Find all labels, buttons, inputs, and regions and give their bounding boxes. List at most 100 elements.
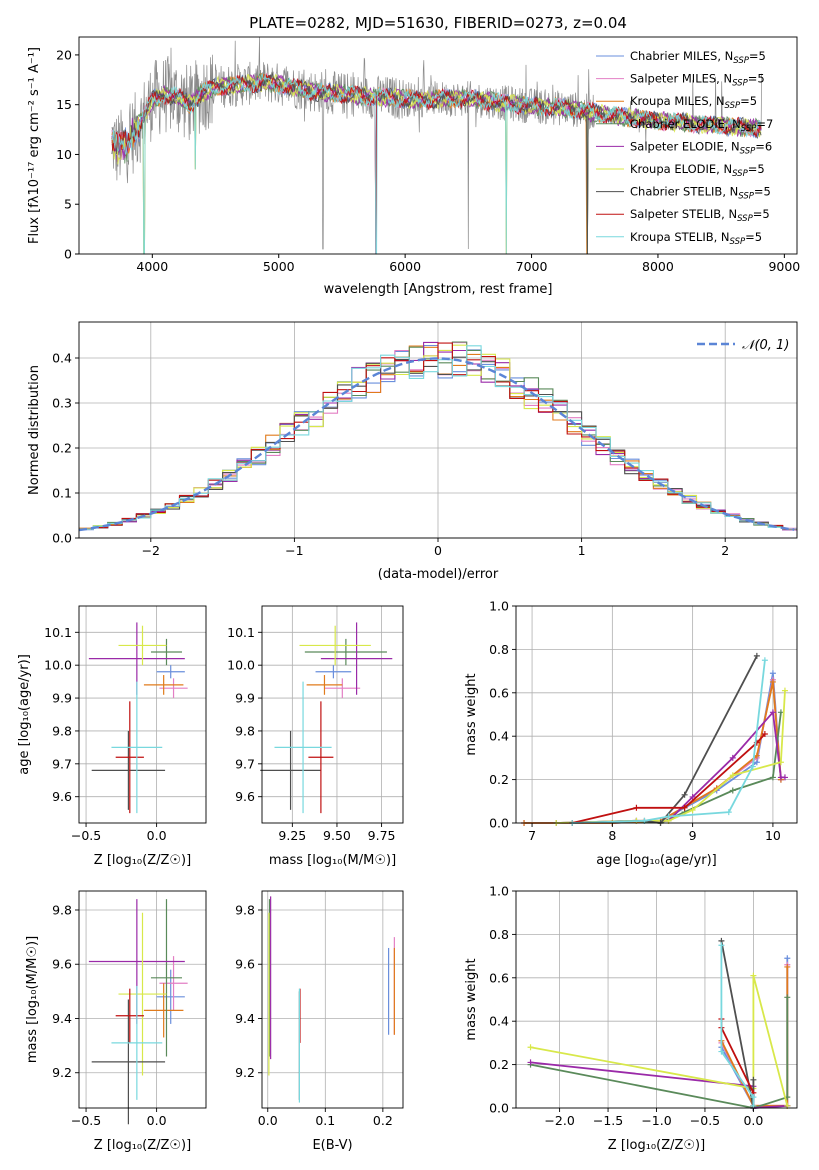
y-tick-label: 10.1 [44,625,72,640]
y-axis-label: mass weight [464,958,479,1040]
weight-line [720,945,755,1106]
x-tick-label: 0 [434,543,442,558]
x-tick-label: 5000 [263,259,295,274]
y-tick-label: 10.1 [227,625,255,640]
y-tick-label: 20 [56,47,72,62]
x-tick-label: 9 [689,828,697,843]
x-tick-label: 8 [608,828,616,843]
x-tick-label: 9.75 [368,828,396,843]
histogram-step [79,342,797,530]
y-tick-label: 10.0 [227,658,255,673]
legend-label: Salpeter STELIB, NSSP=5 [630,207,770,224]
legend-label: Chabrier ELODIE, NSSP=7 [630,117,773,134]
x-tick-label: −2 [142,543,160,558]
y-tick-label: 9.2 [52,1065,72,1080]
axes-frame [261,605,404,824]
weight-marker [753,652,760,659]
weight-marker [749,763,756,770]
x-axis-label: wavelength [Angstrom, rest frame] [324,282,553,297]
weight-marker [729,772,736,779]
weight-marker [689,806,696,813]
weight-marker [527,1044,534,1051]
y-tick-label: 9.2 [235,1065,255,1080]
weight-marker [729,787,736,794]
x-tick-label: −2.0 [544,1113,574,1128]
legend-label: Chabrier STELIB, NSSP=5 [630,185,771,202]
weight-marker [750,1076,757,1083]
weight-line [524,681,782,824]
y-tick-label: 0.2 [52,441,72,456]
y-axis-label: age [log₁₀(age/yr)] [17,654,32,775]
y-tick-label: 9.6 [52,789,72,804]
y-tick-label: 0.8 [489,642,509,657]
weight-marker [769,774,776,781]
x-tick-label: 9000 [768,259,800,274]
x-tick-label: 0.0 [258,1113,278,1128]
y-axis-label: Flux [fλ10⁻¹⁷ erg cm⁻² s⁻¹ A⁻¹] [27,47,42,244]
weight-marker [784,963,791,970]
weight-marker [633,804,640,811]
grid-layer [79,322,797,1109]
x-tick-label: −0.5 [690,1113,720,1128]
gaussian-curve [78,357,795,532]
legend-label: Chabrier MILES, NSSP=5 [630,49,766,66]
y-tick-label: 9.6 [235,957,255,972]
y-tick-label: 15 [56,97,72,112]
weight-marker [769,670,776,677]
weight-marker [689,793,696,800]
y-tick-label: 0.6 [489,685,509,700]
y-tick-label: 9.9 [235,691,255,706]
weight-marker [681,791,688,798]
weight-marker [527,1059,534,1066]
y-tick-label: 9.8 [52,902,72,917]
weight-marker [777,759,784,766]
weight-marker [761,657,768,664]
weight-marker [665,813,672,820]
y-axis-label: Normed distribution [27,365,42,495]
axes-frame [78,36,798,255]
axes-frame [261,890,404,1109]
y-tick-label: 0.0 [52,531,72,546]
weight-line [530,997,789,1109]
model-spectrum-line [111,72,762,255]
y-tick-label: 0.0 [489,816,509,831]
x-tick-label: −0.5 [71,1113,101,1128]
y-tick-label: 9.7 [52,756,72,771]
y-tick-label: 10 [56,147,72,162]
legend-label: Kroupa STELIB, NSSP=5 [630,230,762,247]
x-axis-label: mass [log₁₀(M/M☉)] [269,853,396,868]
y-tick-label: 0.2 [489,1057,509,1072]
weight-marker [718,942,725,949]
y-tick-label: 9.4 [235,1011,255,1026]
y-tick-label: 0.8 [489,927,509,942]
x-tick-label: 1 [578,543,586,558]
y-tick-label: 0.6 [489,970,509,985]
legend-label: Salpeter MILES, NSSP=5 [630,72,765,89]
weight-marker [729,754,736,761]
y-tick-label: 0.4 [52,351,72,366]
x-tick-label: −1.5 [593,1113,623,1128]
weight-marker [725,809,732,816]
y-tick-label: 9.6 [235,789,255,804]
weight-marker [784,994,791,1001]
y-tick-label: 0.3 [52,396,72,411]
y-tick-label: 0 [64,247,72,262]
x-axis-label: Z [log₁₀(Z/Z☉)] [94,853,191,868]
y-tick-label: 9.8 [235,723,255,738]
y-tick-label: 0.4 [489,1014,509,1029]
axes-frame [515,605,798,824]
y-tick-label: 0.1 [52,486,72,501]
y-tick-label: 9.4 [52,1011,72,1026]
x-tick-label: 0.1 [315,1113,335,1128]
y-tick-label: 9.8 [52,723,72,738]
weight-line [530,975,789,1107]
x-axis-label: Z [log₁₀(Z/Z☉)] [608,1138,705,1153]
axes-frame [78,605,207,824]
legend-label: Kroupa ELODIE, NSSP=5 [630,162,765,179]
x-tick-label: −1 [285,543,303,558]
y-tick-label: 0.0 [489,1101,509,1116]
x-tick-label: 7000 [516,259,548,274]
x-tick-label: −0.5 [71,828,101,843]
x-tick-label: 7 [528,828,536,843]
weight-line [524,679,782,824]
